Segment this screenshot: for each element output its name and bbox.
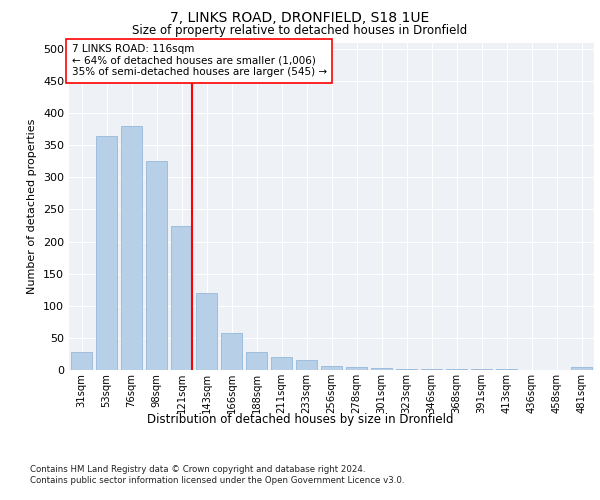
Bar <box>296 360 317 370</box>
Text: Distribution of detached houses by size in Dronfield: Distribution of detached houses by size … <box>147 412 453 426</box>
Text: 7 LINKS ROAD: 116sqm
← 64% of detached houses are smaller (1,006)
35% of semi-de: 7 LINKS ROAD: 116sqm ← 64% of detached h… <box>71 44 327 78</box>
Bar <box>471 368 492 370</box>
Bar <box>421 368 442 370</box>
Bar <box>446 368 467 370</box>
Bar <box>246 352 267 370</box>
Text: Contains public sector information licensed under the Open Government Licence v3: Contains public sector information licen… <box>30 476 404 485</box>
Bar <box>96 136 117 370</box>
Text: Size of property relative to detached houses in Dronfield: Size of property relative to detached ho… <box>133 24 467 37</box>
Bar <box>321 366 342 370</box>
Bar <box>146 162 167 370</box>
Y-axis label: Number of detached properties: Number of detached properties <box>28 118 37 294</box>
Bar <box>496 368 517 370</box>
Bar <box>196 293 217 370</box>
Bar <box>221 333 242 370</box>
Bar <box>371 368 392 370</box>
Bar <box>71 352 92 370</box>
Bar <box>271 357 292 370</box>
Bar <box>571 368 592 370</box>
Bar <box>396 368 417 370</box>
Bar <box>346 367 367 370</box>
Bar <box>121 126 142 370</box>
Text: Contains HM Land Registry data © Crown copyright and database right 2024.: Contains HM Land Registry data © Crown c… <box>30 465 365 474</box>
Bar <box>171 226 192 370</box>
Text: 7, LINKS ROAD, DRONFIELD, S18 1UE: 7, LINKS ROAD, DRONFIELD, S18 1UE <box>170 11 430 25</box>
